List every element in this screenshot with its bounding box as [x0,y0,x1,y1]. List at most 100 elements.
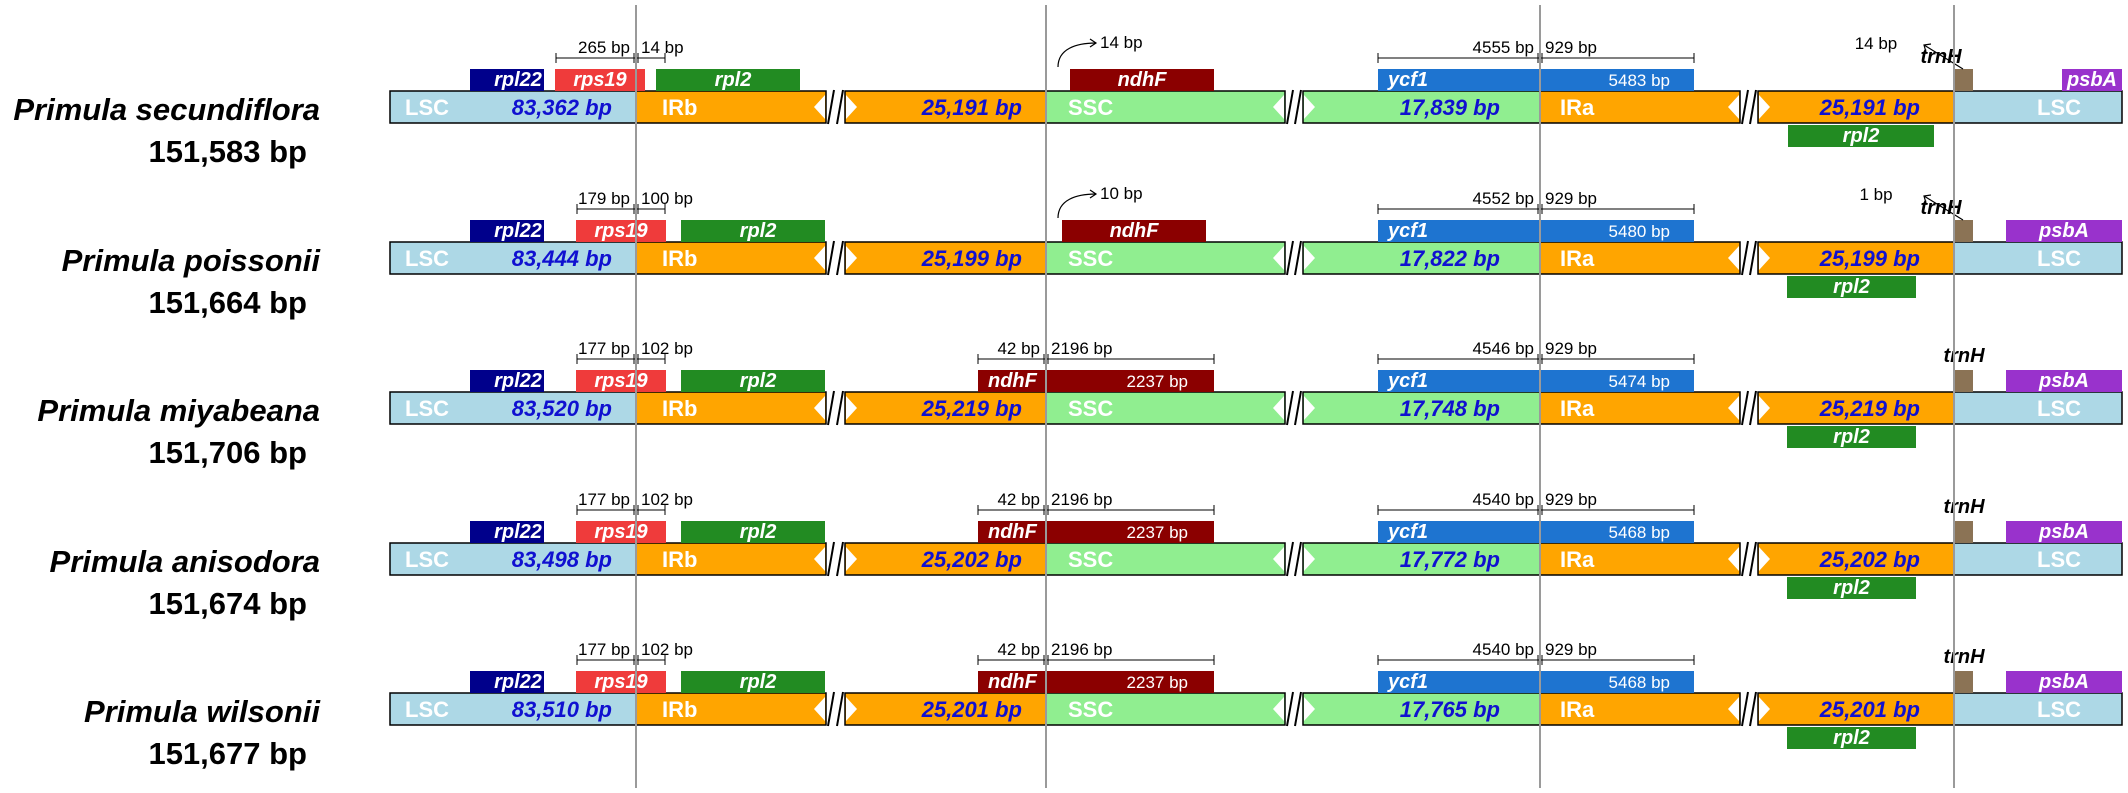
rps19-distance-marker [555,53,666,63]
species-row: Primula poissonii 151,664 bp LSC IRb SSC IRa L… [62,184,2123,320]
track-break-gap [1286,89,1302,125]
track-break-slash [827,89,835,125]
rpl2-gene-ira [1787,426,1916,448]
track-break-slash [1294,89,1302,125]
rpl22-gene [470,671,544,693]
ycf1-right-distance: 929 bp [1545,189,1597,208]
rps19-distance-marker [576,354,666,364]
track-break-gap [827,240,844,276]
track-break-slash [827,390,835,426]
region-label-irb: IRb [662,396,697,421]
ycf1-distance-marker [1377,505,1695,515]
trnH-gene [1955,69,1973,91]
species-name: Primula secundiflora [13,92,320,127]
irb-segment-b [844,692,1047,726]
track-arrow-head [1759,95,1770,119]
rpl22-label: rpl22 [494,220,542,242]
track-break-gap [827,390,844,426]
ira-length: 25,202 bp [1819,547,1920,572]
rpl2-gene-ira [1788,125,1934,147]
track-break-gap [1741,390,1757,426]
genome-length: 151,706 bp [148,435,307,470]
track-arrow-head [1728,697,1739,721]
lsc-length: 83,444 bp [512,246,612,271]
trnH-pointer-arrow [1923,195,1964,221]
region-label-lsc: LSC [405,95,449,120]
ssc-segment-b [1302,90,1541,124]
track-arrow-head [1759,697,1770,721]
rpl2-gene [681,220,825,242]
track-break-slash [827,691,835,727]
psbA-label: psbA [2038,220,2089,242]
rps19-label: rps19 [594,671,648,693]
ndhF-length: 2237 bp [1127,523,1188,542]
ndhF-distance-marker [977,505,1215,515]
irb-segment-a [635,241,827,275]
ycf1-distance-marker [1377,53,1695,63]
rpl2-gene [681,671,825,693]
lsc-end-segment [1953,391,2123,425]
rpl22-gene [470,220,544,242]
ndhF-distance: 14 bp [1100,33,1143,52]
track-arrow-head [846,246,857,270]
ndhF-right-distance: 2196 bp [1051,339,1112,358]
region-label-ira: IRa [1560,95,1595,120]
irb-length: 25,219 bp [921,396,1022,421]
ssc-segment-b [1302,542,1541,576]
lsc-segment [389,542,637,576]
psbA-label: psbA [2038,671,2089,693]
track-arrow-head [1304,396,1315,420]
ycf1-length: 5474 bp [1609,372,1670,391]
ycf1-gene [1378,671,1694,693]
trnH-label: trnH [1943,345,1985,367]
ira-length: 25,191 bp [1819,95,1920,120]
irb-length: 25,199 bp [921,246,1022,271]
region-label-ssc: SSC [1068,547,1113,572]
region-label-lsc-end: LSC [2037,95,2081,120]
ndhF-gene [978,370,1214,392]
track-break-slash [836,240,844,276]
ssc-segment-a [1045,692,1286,726]
region-label-lsc-end: LSC [2037,547,2081,572]
track-break-slash [1741,390,1749,426]
irb-length: 25,202 bp [921,547,1022,572]
ssc-segment-a [1045,90,1286,124]
irb-segment-b [844,542,1047,576]
track-break-gap [1286,541,1302,577]
rps19-left-distance: 177 bp [578,490,630,509]
track-break-gap [1741,541,1757,577]
track-break-slash [1294,691,1302,727]
rpl2-gene [656,69,800,91]
track-arrow-head [846,697,857,721]
species-rows: Primula secundiflora 151,583 bp LSC IRb SSC I… [13,33,2123,771]
track-arrow-head [1759,396,1770,420]
region-label-ssc: SSC [1068,697,1113,722]
track-arrow-head [1273,246,1284,270]
region-label-ssc: SSC [1068,95,1113,120]
track-break-slash [1749,390,1757,426]
rps19-distance-marker [576,204,666,214]
trnH-gene [1955,671,1973,693]
track-break-slash [836,691,844,727]
track-break-slash [827,541,835,577]
ndhF-length: 2237 bp [1127,372,1188,391]
rps19-gene [555,69,645,91]
track-break-slash [1294,390,1302,426]
psbA-label: psbA [2038,521,2089,543]
rpl2-label: rpl2 [740,370,777,392]
rpl22-label: rpl22 [494,370,542,392]
track-break-gap [827,89,844,125]
track-arrow-head [814,246,825,270]
ssc-segment-a [1045,241,1286,275]
track-arrow-head [846,95,857,119]
track-break-slash [827,240,835,276]
region-label-ira: IRa [1560,547,1595,572]
ndhF-distance: 10 bp [1100,184,1143,203]
species-row: Primula secundiflora 151,583 bp LSC IRb SSC I… [13,33,2123,169]
track-break-slash [1286,89,1294,125]
rps19-distance-marker [576,505,666,515]
genome-length: 151,677 bp [148,736,307,771]
rps19-gene [576,671,666,693]
rpl2-ira-label: rpl2 [1833,727,1870,749]
